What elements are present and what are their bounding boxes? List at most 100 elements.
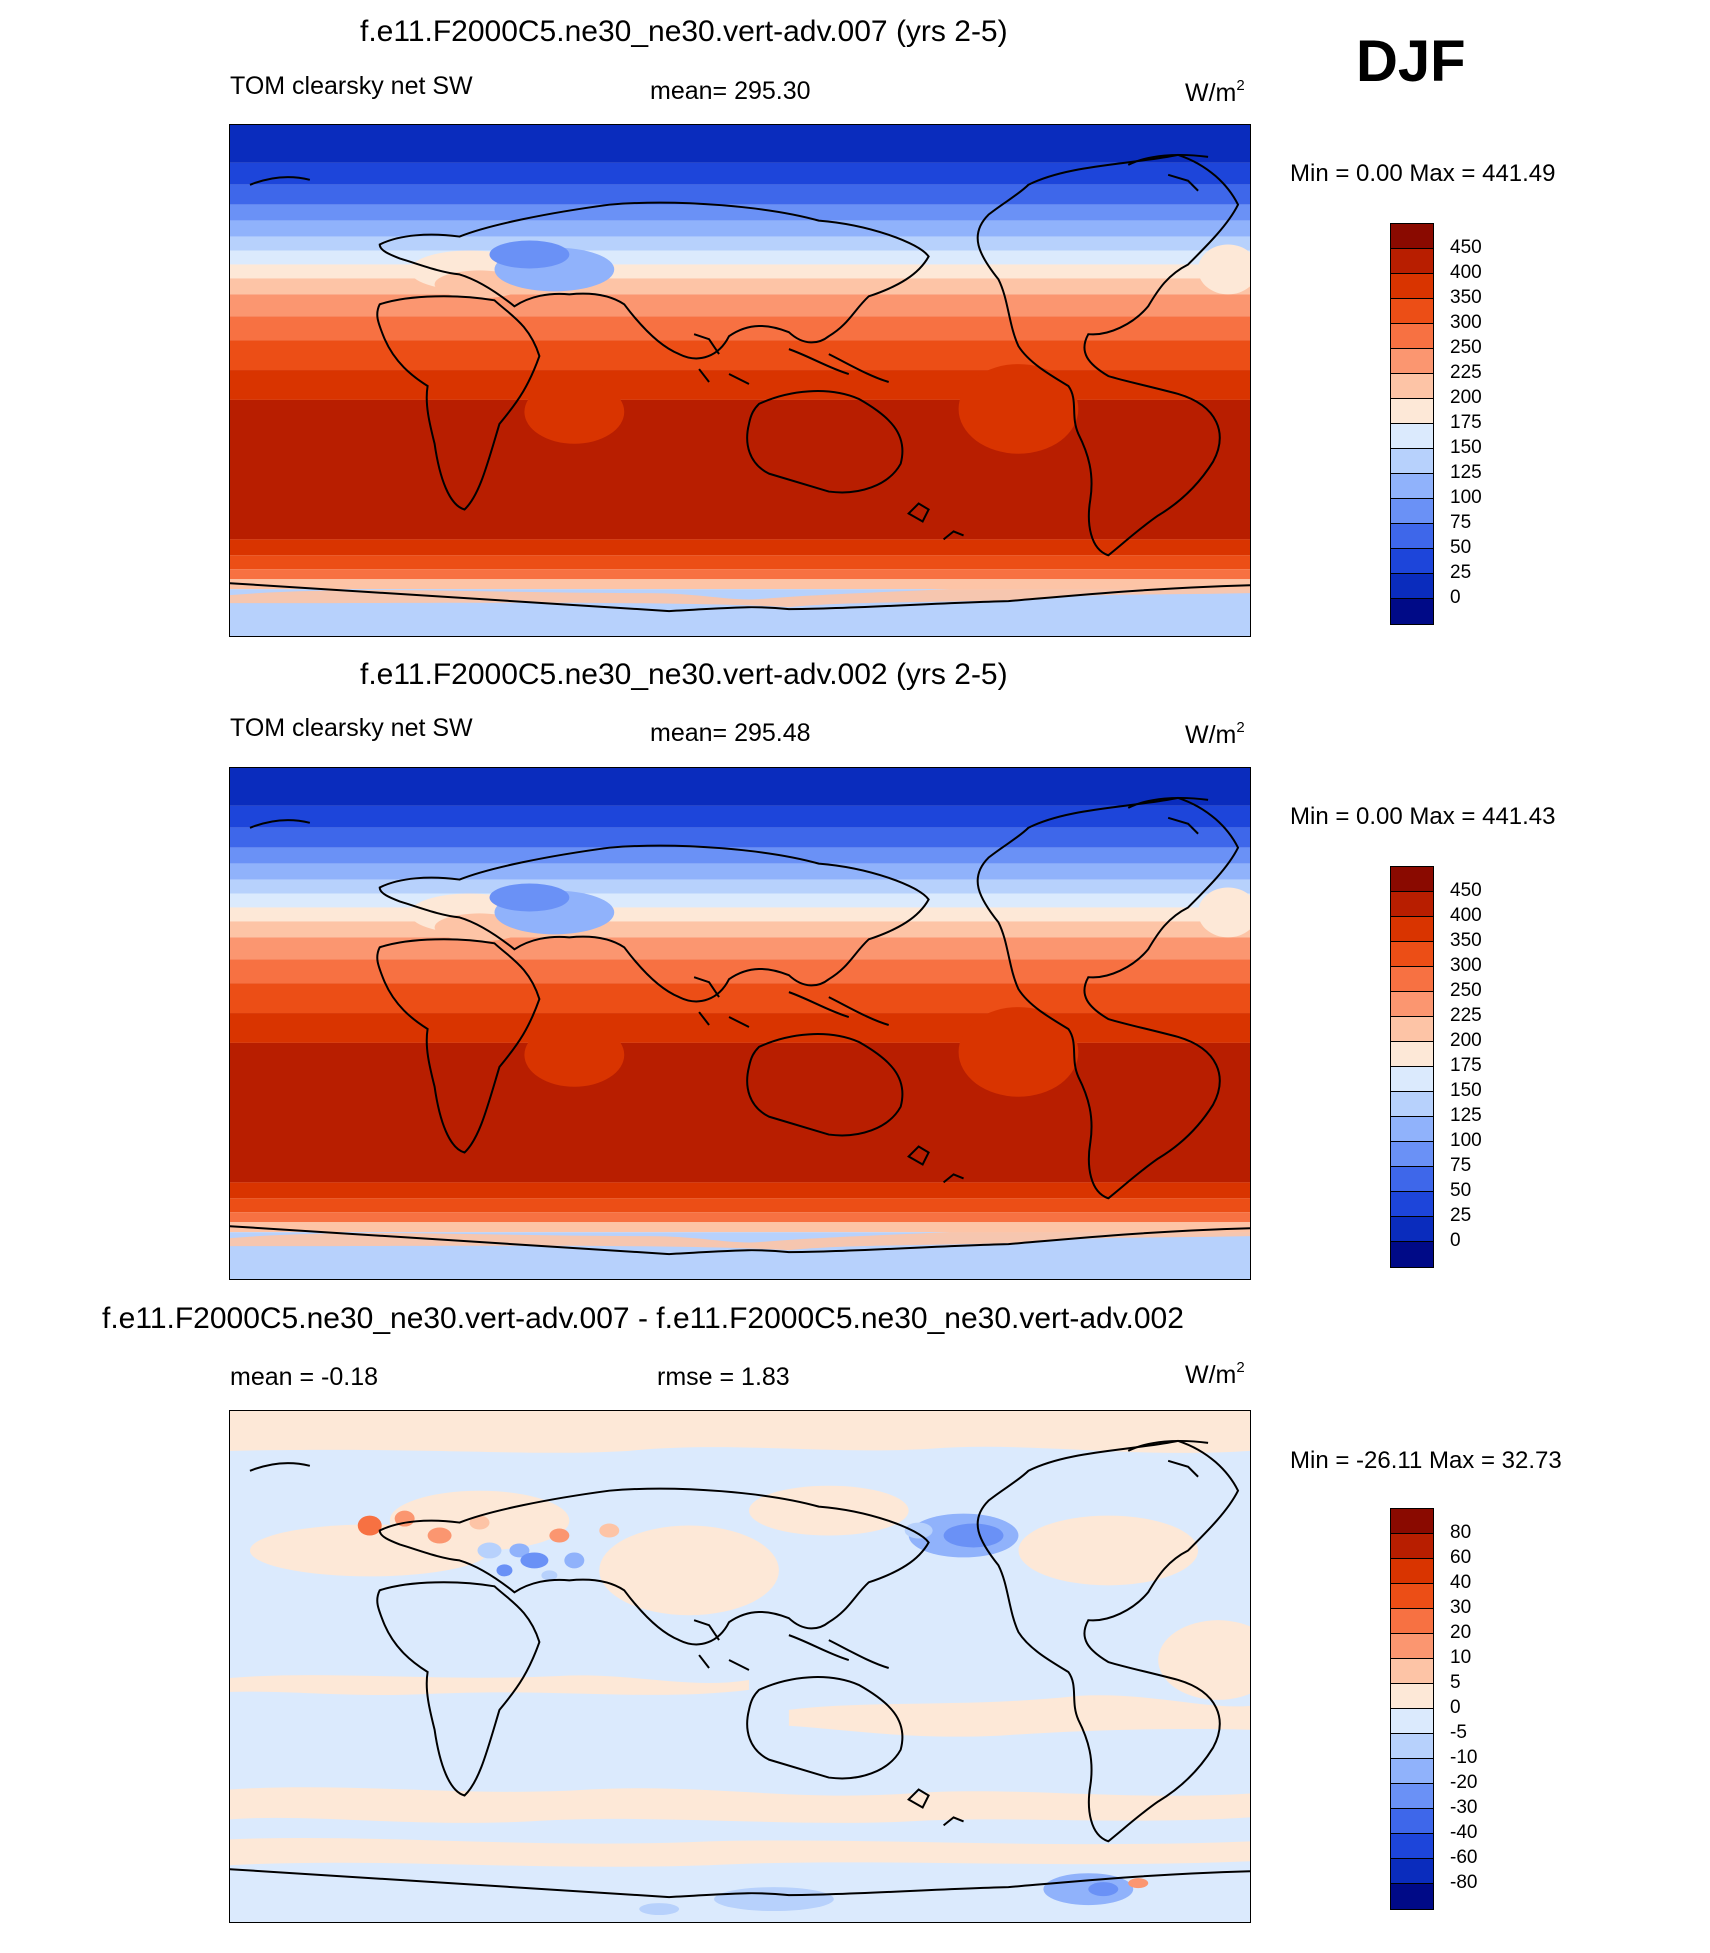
season-label: DJF [1356,29,1466,94]
panel3-minmax: Min = -26.11 Max = 32.73 [1290,1447,1562,1474]
panel1-title: f.e11.F2000C5.ne30_ne30.vert-adv.007 (yr… [360,15,1008,48]
panel2-colorbar-swatch [1391,917,1433,942]
panel3-colorbar-swatch [1391,1859,1433,1884]
panel1-colorbar-tick-label: 125 [1450,462,1482,483]
panel2-colorbar-swatch [1391,1017,1433,1042]
panel3-colorbar-swatch [1391,1709,1433,1734]
panel2-colorbar-tick-label: 350 [1450,930,1482,951]
panel3-colorbar-tick-label: -5 [1450,1722,1467,1743]
panel3-colorbar-tick-label: 80 [1450,1522,1472,1543]
panel1-colorbar-swatch [1391,249,1433,274]
panel2-colorbar-swatch [1391,1092,1433,1117]
panel3-colorbar-tick-label: 40 [1450,1572,1472,1593]
panel1-colorbar [1390,223,1434,625]
panel1-map [229,124,1251,637]
panel1-colorbar-swatch [1391,424,1433,449]
panel2-map-plot [230,768,1250,1279]
panel2-colorbar-swatch [1391,892,1433,917]
panel1-colorbar-tick-label: 250 [1450,337,1482,358]
panel2-colorbar-swatch [1391,867,1433,892]
panel1-colorbar-tick-label: 0 [1450,587,1461,608]
panel1-colorbar-swatch [1391,274,1433,299]
panel3-colorbar-tick-label: -10 [1450,1747,1478,1768]
panel3-colorbar-tick-label: 20 [1450,1622,1472,1643]
panel2-units: W/m2 [1185,719,1245,749]
panel3-colorbar-swatch [1391,1609,1433,1634]
panel2-variable-label: TOM clearsky net SW [230,714,473,742]
panel3-colorbar-tick-label: 0 [1450,1697,1461,1718]
panel2-colorbar-tick-label: 300 [1450,955,1482,976]
panel3-colorbar-tick-label: -80 [1450,1872,1478,1893]
panel3-colorbar-swatch [1391,1684,1433,1709]
panel1-colorbar-tick-label: 450 [1450,237,1482,258]
panel3-colorbar-swatch [1391,1834,1433,1859]
panel2-colorbar-tick-label: 200 [1450,1030,1482,1051]
panel3-colorbar-swatch [1391,1584,1433,1609]
panel2-title: f.e11.F2000C5.ne30_ne30.vert-adv.002 (yr… [360,658,1008,691]
panel2-colorbar-swatch [1391,1242,1433,1267]
panel1-colorbar-swatch [1391,299,1433,324]
panel2-colorbar-tick-label: 50 [1450,1180,1472,1201]
panel1-colorbar-swatch [1391,449,1433,474]
panel2-mean: mean= 295.48 [650,719,811,747]
panel2-colorbar-swatch [1391,1042,1433,1067]
panel2-colorbar-tick-label: 400 [1450,905,1482,926]
panel1-variable-label: TOM clearsky net SW [230,72,473,100]
panel1-colorbar-tick-label: 350 [1450,287,1482,308]
panel3-mean: mean = -0.18 [230,1363,379,1391]
panel1-colorbar-tick-label: 225 [1450,362,1482,383]
panel3-colorbar-tick-label: -30 [1450,1797,1478,1818]
panel3-units: W/m2 [1185,1359,1245,1389]
panel3-title: f.e11.F2000C5.ne30_ne30.vert-adv.007 - f… [102,1302,1184,1335]
panel2-colorbar-tick-label: 125 [1450,1105,1482,1126]
panel2-colorbar-swatch [1391,1217,1433,1242]
panel3-colorbar-swatch [1391,1509,1433,1534]
panel3-colorbar-tick-label: 5 [1450,1672,1461,1693]
panel1-colorbar-swatch [1391,474,1433,499]
panel2-colorbar-tick-label: 0 [1450,1230,1461,1251]
panel1-colorbar-tick-label: 50 [1450,537,1472,558]
panel3-colorbar-swatch [1391,1559,1433,1584]
panel1-colorbar-swatch [1391,374,1433,399]
panel3-colorbar-tick-label: -40 [1450,1822,1478,1843]
panel2-colorbar-swatch [1391,1167,1433,1192]
panel3-colorbar-swatch [1391,1534,1433,1559]
panel2-colorbar-tick-label: 100 [1450,1130,1482,1151]
panel2-colorbar-swatch [1391,1192,1433,1217]
panel1-colorbar-tick-label: 175 [1450,412,1482,433]
panel3-colorbar-swatch [1391,1784,1433,1809]
panel1-colorbar-tick-label: 400 [1450,262,1482,283]
panel1-colorbar-swatch [1391,524,1433,549]
panel2-colorbar-tick-label: 175 [1450,1055,1482,1076]
panel3-colorbar-swatch [1391,1634,1433,1659]
panel1-mean: mean= 295.30 [650,77,811,105]
panel2-colorbar-swatch [1391,1142,1433,1167]
panel3-colorbar-tick-label: -20 [1450,1772,1478,1793]
panel1-colorbar-swatch [1391,574,1433,599]
panel3-colorbar-swatch [1391,1884,1433,1909]
panel2-map [229,767,1251,1280]
panel2-colorbar [1390,866,1434,1268]
panel2-colorbar-swatch [1391,967,1433,992]
panel2-colorbar-swatch [1391,1067,1433,1092]
panel2-colorbar-swatch [1391,942,1433,967]
panel3-colorbar-tick-label: 30 [1450,1597,1472,1618]
panel1-colorbar-swatch [1391,599,1433,624]
panel1-colorbar-tick-label: 300 [1450,312,1482,333]
panel3-colorbar-tick-label: 10 [1450,1647,1472,1668]
panel3-colorbar-tick-label: -60 [1450,1847,1478,1868]
panel3-colorbar-swatch [1391,1759,1433,1784]
panel3-colorbar-swatch [1391,1659,1433,1684]
panel1-colorbar-swatch [1391,499,1433,524]
panel3-map-plot [230,1411,1250,1922]
panel1-colorbar-swatch [1391,399,1433,424]
panel1-colorbar-tick-label: 150 [1450,437,1482,458]
panel3-colorbar-swatch [1391,1734,1433,1759]
panel3-colorbar-tick-label: 60 [1450,1547,1472,1568]
panel3-colorbar [1390,1508,1434,1910]
panel2-colorbar-tick-label: 150 [1450,1080,1482,1101]
panel2-colorbar-swatch [1391,1117,1433,1142]
panel2-colorbar-tick-label: 75 [1450,1155,1472,1176]
panel2-colorbar-tick-label: 450 [1450,880,1482,901]
panel1-colorbar-swatch [1391,549,1433,574]
